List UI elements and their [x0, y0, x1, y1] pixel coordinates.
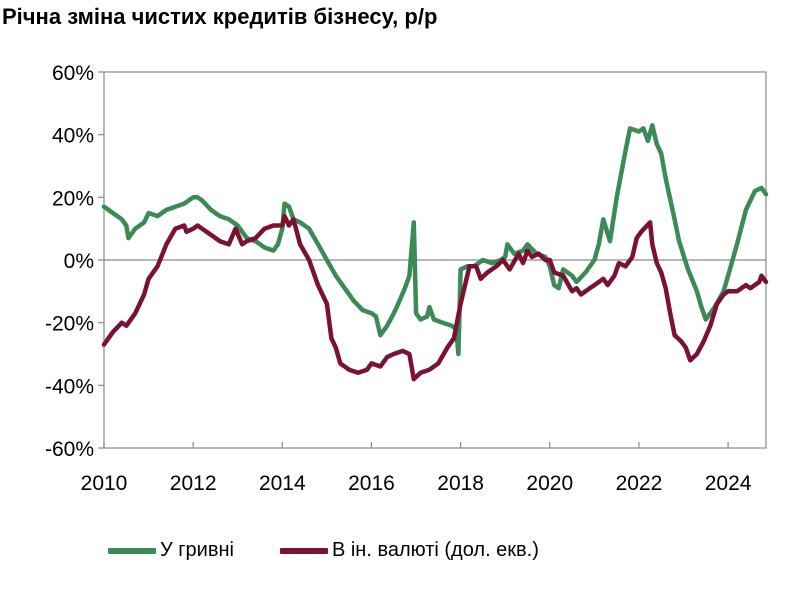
y-tick-label: 20%: [52, 187, 94, 210]
chart-title: Річна зміна чистих кредитів бізнесу, р/р: [2, 4, 438, 29]
y-tick-label: -20%: [45, 313, 94, 336]
y-tick-label: -60%: [45, 438, 94, 461]
x-tick-label: 2012: [170, 472, 217, 495]
x-tick-label: 2018: [437, 472, 484, 495]
legend-item-fx: В ін. валюті (дол. екв.): [279, 539, 539, 562]
legend: У гривні В ін. валюті (дол. екв.): [108, 539, 585, 562]
series-line-uah: [101, 123, 769, 357]
legend-swatch-fx: [279, 547, 328, 554]
x-tick-label: 2020: [526, 472, 573, 495]
y-tick-label: -40%: [45, 375, 94, 398]
x-tick-label: 2014: [259, 472, 306, 495]
legend-label-fx: В ін. валюті (дол. екв.): [331, 539, 539, 561]
y-tick-label: 0%: [64, 250, 94, 273]
x-tick-label: 2010: [81, 472, 128, 495]
x-tick-label: 2016: [348, 472, 395, 495]
x-tick-label: 2022: [616, 472, 663, 495]
legend-swatch-uah: [108, 547, 156, 554]
legend-item-uah: У гривні: [108, 539, 234, 562]
x-tick-label: 2024: [705, 472, 752, 495]
legend-label-uah: У гривні: [160, 539, 234, 561]
y-tick-label: 40%: [52, 125, 94, 148]
series-line-fx: [101, 213, 769, 382]
y-tick-label: 60%: [52, 62, 94, 85]
